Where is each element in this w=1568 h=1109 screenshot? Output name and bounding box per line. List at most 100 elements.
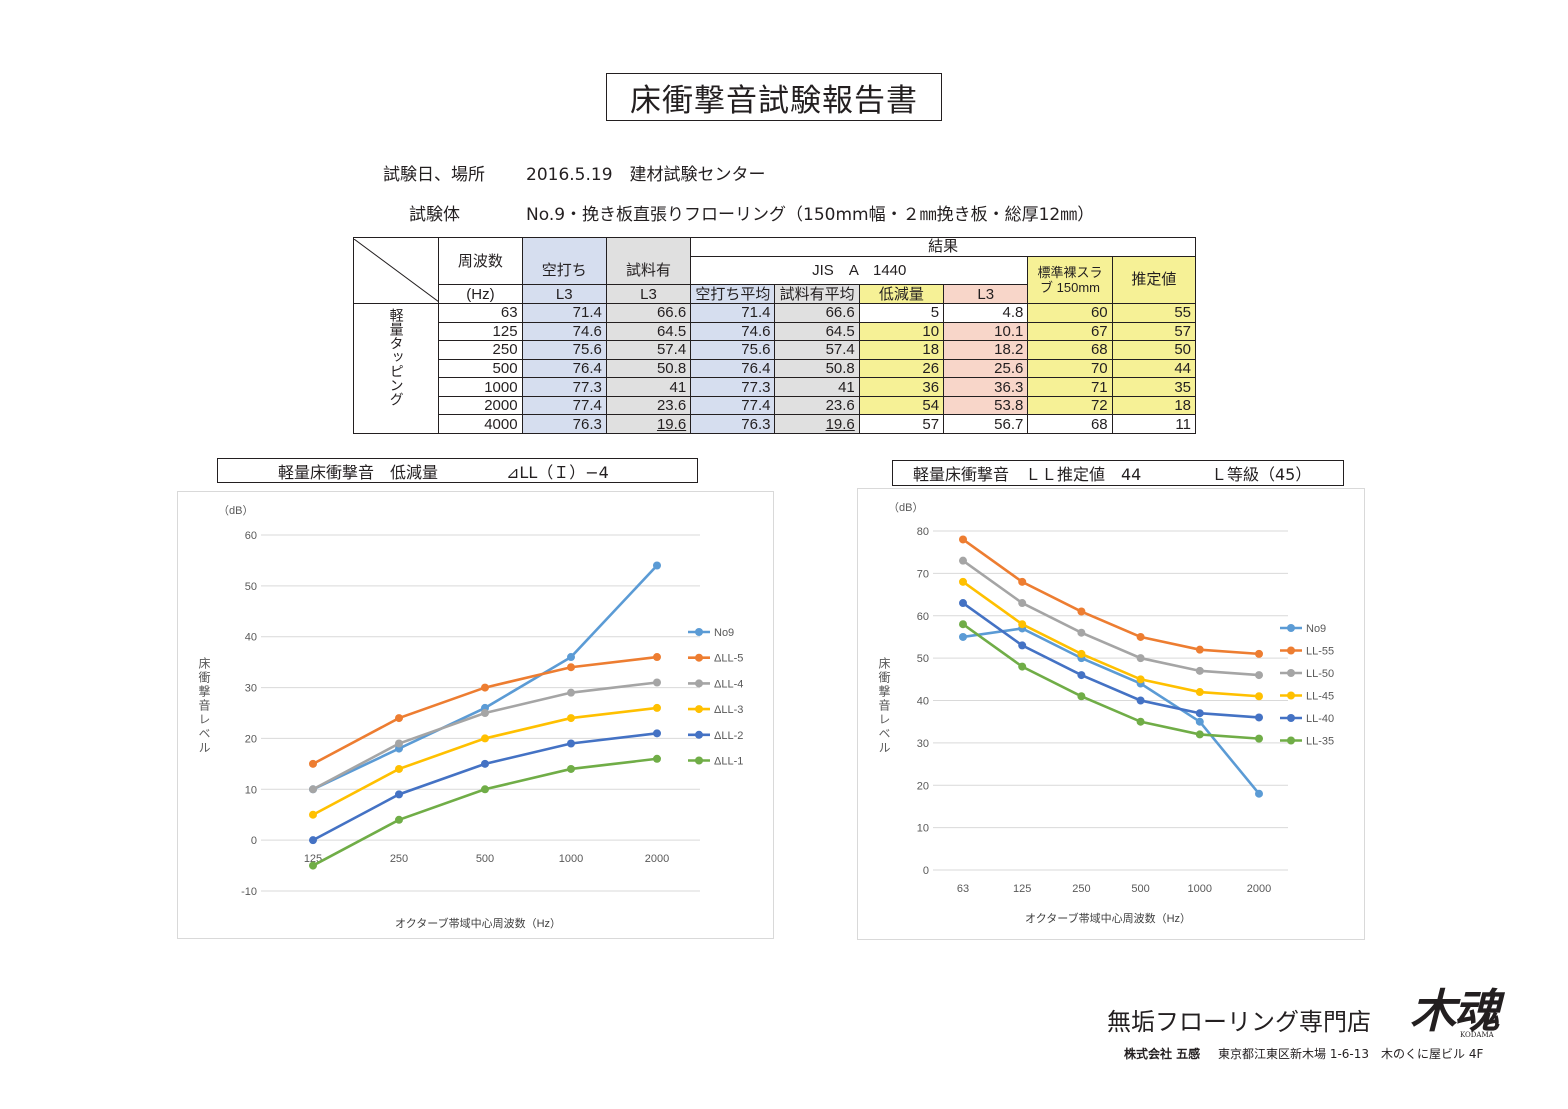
material-avg-cell: 57.4 [774,340,860,360]
series-line-LL-55 [962,538,1260,656]
empty-cell: 76.3 [521,414,607,434]
legend-marker-No9 [695,628,703,636]
diagonal-line [354,239,438,302]
data-point-LL-50 [1077,628,1086,637]
data-point-LL-50 [1018,599,1027,608]
data-point-LL-55 [1077,607,1086,616]
empty-avg-header: 空打ち平均 [690,284,776,304]
data-point-LL-35 [1195,730,1204,739]
slab-cell: 68 [1027,340,1113,360]
material-avg-header: 試料有平均 [774,284,860,304]
empty-avg-cell: 77.3 [690,377,776,397]
data-point-LL-35 [959,620,967,629]
legend-label: ΔLL-5 [714,653,743,665]
data-point-ΔLL-1 [653,754,661,763]
result-l3-cell: 10.1 [943,321,1029,342]
y-tick-label: 20 [245,733,257,745]
result-l3-cell: 36.3 [943,377,1029,397]
x-tick-label: 2000 [1247,883,1271,895]
data-point-LL-40 [1255,713,1263,722]
data-point-ΔLL-1 [309,861,317,870]
table-row: 125 74.6 64.5 74.6 64.5 10 10.1 67 57 [354,321,1197,342]
data-point-LL-50 [959,556,967,565]
data-point-ΔLL-4 [481,709,489,717]
reduction-cell: 54 [858,395,945,416]
data-point-LL-55 [1136,632,1145,641]
material-l3: L3 [605,284,692,304]
material-avg-cell: 64.5 [774,321,860,342]
empty-avg-cell: 76.3 [690,414,776,434]
empty-cell: 71.4 [521,303,607,323]
result-l3-cell: 53.8 [943,395,1029,416]
result-l3-cell: 18.2 [943,340,1029,360]
light-tapping-label: 軽量タッピング [352,303,440,434]
data-point-LL-45 [959,577,967,586]
x-tick-label: 250 [1072,883,1090,895]
x-axis-label: オクターブ帯域中心周波数（Hz） [395,916,561,930]
empty-avg-cell: 77.4 [690,395,776,416]
data-point-ΔLL-4 [653,678,661,687]
y-tick-label: 20 [917,780,929,792]
freq-unit: (Hz) [438,284,523,304]
material-cell: 64.5 [605,321,692,342]
data-point-LL-45 [1136,675,1145,684]
legend-marker-LL-35 [1287,736,1295,745]
legend-marker-ΔLL-2 [695,730,703,739]
result-l3-cell: 4.8 [943,303,1029,323]
table-row: 1000 77.3 41 77.3 41 36 36.3 71 35 [354,377,1197,397]
table-row: 4000 76.3 19.6 76.3 19.6 57 56.7 68 11 [354,414,1197,434]
data-point-ΔLL-2 [653,729,661,738]
data-point-No9 [567,653,575,662]
series-line-LL-35 [962,623,1260,740]
data-point-LL-45 [1195,688,1204,697]
legend-label: LL-50 [1306,668,1334,680]
left-chart-header-title: 軽量床衝撃音 低減量 [278,462,439,482]
data-point-ΔLL-4 [395,739,403,748]
x-tick-label: 63 [957,883,969,895]
y-unit-label: （dB） [218,504,253,517]
result-l3-cell: 25.6 [943,358,1029,379]
legend-label: LL-40 [1306,713,1334,725]
data-point-ΔLL-2 [481,759,489,768]
reduction-cell: 5 [858,303,945,323]
reduction-cell: 18 [858,340,945,360]
material-cell: 23.6 [605,395,692,416]
material-cell: 57.4 [605,340,692,360]
specimen-value: No.9・挽き板直張りフローリング（150mm幅・２㎜挽き板・総厚12㎜） [526,205,1095,225]
slab-cell: 71 [1027,377,1113,397]
freq-cell: 500 [438,358,523,379]
report-title: 床衝撃音試験報告書 [606,73,942,121]
x-tick-label: 1000 [1188,883,1212,895]
series-line-LL-50 [962,559,1260,677]
legend-marker-LL-40 [1287,714,1295,722]
estimate-cell: 18 [1111,395,1197,416]
estimate-cell: 35 [1111,377,1197,397]
estimate-cell: 11 [1111,414,1197,434]
data-point-LL-55 [959,535,967,544]
estimate-header: 推定値 [1111,255,1197,305]
slab-cell: 60 [1027,303,1113,323]
legend-marker-ΔLL-3 [695,705,703,714]
empty-cell: 76.4 [521,358,607,379]
data-point-LL-40 [1018,641,1027,650]
table-row: 軽量タッピング 63 71.4 66.6 71.4 66.6 5 4.8 60 … [352,303,1197,434]
result-header: 結果 [690,237,1196,257]
legend-marker-LL-55 [1287,646,1295,655]
data-point-LL-45 [1255,692,1263,701]
data-point-ΔLL-5 [567,663,575,672]
empty-avg-cell: 74.6 [690,321,776,342]
data-point-LL-45 [1077,649,1086,658]
data-point-No9 [1195,717,1204,726]
data-point-ΔLL-5 [395,714,403,723]
corner-diagonal-cell [352,237,440,304]
material-cell: 50.8 [605,358,692,379]
table-row: 250 75.6 57.4 75.6 57.4 18 18.2 68 50 [354,340,1197,360]
data-point-ΔLL-3 [567,714,575,723]
data-point-ΔLL-3 [395,764,403,773]
data-point-LL-50 [1255,671,1263,680]
y-tick-label: 40 [245,632,257,644]
y-tick-label: 50 [917,653,929,665]
data-point-LL-55 [1195,645,1204,654]
y-axis-label: 床衝撃音レベル [877,657,891,755]
data-point-No9 [653,561,661,570]
